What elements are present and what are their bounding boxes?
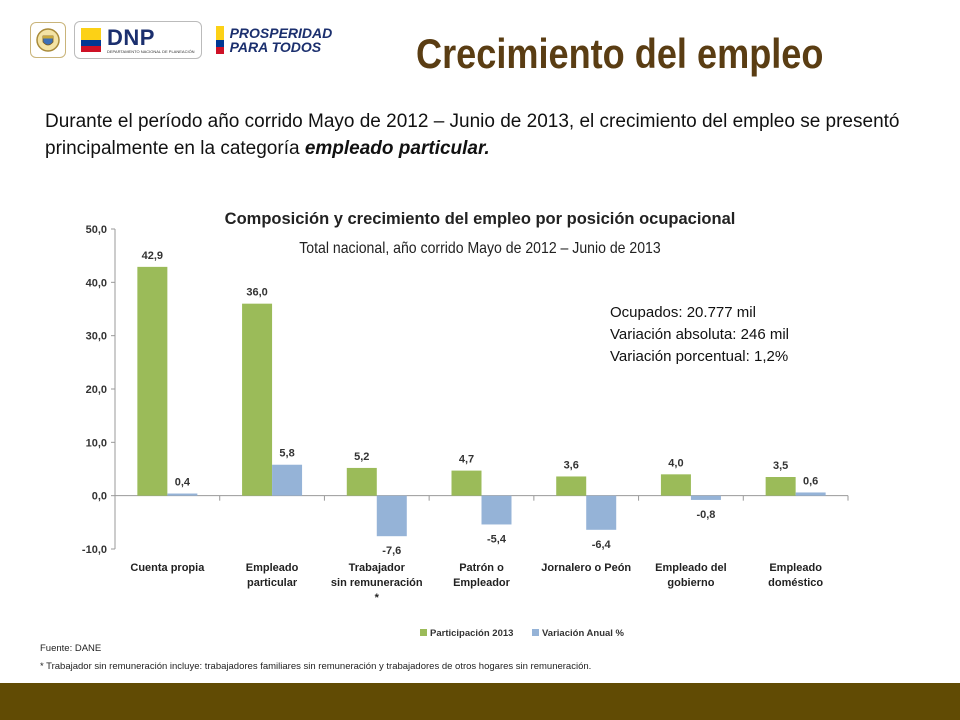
- bar-variacion: [272, 464, 303, 496]
- bar-variacion: [376, 495, 407, 537]
- bar-variacion: [795, 492, 826, 496]
- chart-title: Composición y crecimiento del empleo por…: [225, 210, 736, 228]
- chart-subtitle: Total nacional, año corrido Mayo de 2012…: [299, 239, 660, 257]
- intro-emphasis: empleado particular.: [304, 138, 490, 159]
- footer-bar: [0, 683, 960, 720]
- y-tick-label: -10,0: [82, 544, 107, 556]
- legend-label: Variación Anual %: [542, 628, 625, 639]
- data-label: 4,7: [459, 454, 474, 466]
- chart-annotation: Ocupados: 20.777 mil Variación absoluta: …: [610, 304, 789, 365]
- category-label: Trabajador sin remuneración *: [331, 562, 423, 604]
- data-label: 42,9: [142, 250, 163, 262]
- bar-participacion: [346, 467, 377, 496]
- data-label: 3,5: [773, 460, 788, 472]
- employment-chart: Composición y crecimiento del empleo por…: [82, 210, 849, 639]
- data-label: 4,0: [668, 457, 683, 469]
- colombia-flag-stripe-icon: [215, 26, 224, 54]
- footnote: * Trabajador sin remuneración incluye: t…: [40, 661, 592, 672]
- category-label: Empleado particular: [246, 562, 299, 589]
- data-label: 36,0: [246, 287, 267, 299]
- colombia-flag-icon: [81, 28, 101, 52]
- intro-paragraph: Durante el período año corrido Mayo de 2…: [45, 108, 925, 162]
- data-label: 3,6: [564, 459, 579, 471]
- category-label: Patrón o Empleador: [453, 562, 511, 589]
- y-tick-label: 50,0: [86, 224, 107, 236]
- category-label: Empleado del gobierno: [655, 562, 727, 589]
- prosperidad-logo: PROSPERIDAD PARA TODOS: [215, 25, 333, 55]
- bar-participacion: [660, 474, 691, 496]
- bar-variacion: [586, 495, 617, 530]
- chart-legend: Participación 2013 Variación Anual %: [420, 628, 625, 639]
- data-label: 0,6: [803, 475, 818, 487]
- page-title: Crecimiento del empleo: [416, 30, 824, 77]
- category-label: Jornalero o Peón: [541, 562, 631, 574]
- data-label: -0,8: [696, 509, 715, 521]
- source-note: Fuente: DANE: [40, 643, 102, 654]
- y-tick-label: 40,0: [86, 277, 107, 289]
- annotation-line: Ocupados: 20.777 mil: [610, 304, 756, 321]
- bar-variacion: [690, 495, 721, 500]
- bar-participacion: [137, 266, 168, 496]
- annotation-line: Variación absoluta: 246 mil: [610, 326, 789, 343]
- bar-participacion: [242, 303, 273, 496]
- category-label: Empleado doméstico: [768, 562, 823, 589]
- annotation-line: Variación porcentual: 1,2%: [610, 348, 788, 365]
- y-tick-label: 0,0: [92, 491, 107, 503]
- legend-label: Participación 2013: [430, 628, 513, 639]
- legend-swatch: [532, 629, 539, 636]
- coat-of-arms-logo: [30, 22, 66, 58]
- legend-swatch: [420, 629, 427, 636]
- prosperidad-line1: PROSPERIDAD: [229, 25, 333, 41]
- y-tick-label: 30,0: [86, 331, 107, 343]
- dnp-logo-subtext: DEPARTAMENTO NACIONAL DE PLANEACIÓN: [107, 48, 195, 54]
- data-label: -7,6: [382, 545, 401, 557]
- bar-participacion: [765, 477, 796, 496]
- bar-variacion: [481, 495, 512, 525]
- y-tick-label: 10,0: [86, 437, 107, 449]
- bar-participacion: [451, 470, 482, 496]
- data-label: 0,4: [175, 477, 191, 489]
- bar-variacion: [167, 493, 198, 496]
- prosperidad-line2: PARA TODOS: [229, 39, 322, 55]
- data-label: 5,2: [354, 451, 369, 463]
- y-tick-label: 20,0: [86, 384, 107, 396]
- dnp-logo-text: DNP: [107, 24, 155, 50]
- data-label: 5,8: [279, 448, 294, 460]
- bar-participacion: [556, 476, 587, 496]
- dnp-logo: DNP DEPARTAMENTO NACIONAL DE PLANEACIÓN: [74, 21, 202, 59]
- header-logos: DNP DEPARTAMENTO NACIONAL DE PLANEACIÓN …: [30, 20, 332, 60]
- data-label: -5,4: [487, 533, 507, 545]
- intro-text: Durante el período año corrido Mayo de 2…: [45, 111, 900, 159]
- category-label: Cuenta propia: [130, 562, 205, 574]
- data-label: -6,4: [592, 539, 612, 551]
